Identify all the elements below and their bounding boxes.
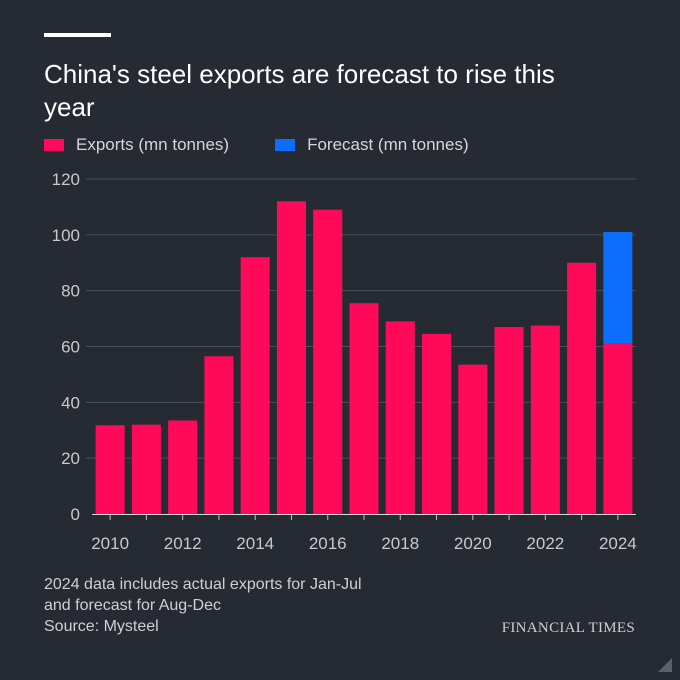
chart-title: China's steel exports are forecast to ri…	[44, 59, 555, 122]
bar-exports-2020	[458, 364, 488, 514]
x-tick-label-2022: 2022	[526, 534, 564, 553]
bar-exports-2012	[168, 420, 198, 514]
footnote: 2024 data includes actual exports for Ja…	[44, 574, 504, 637]
x-tick-label-2024: 2024	[599, 534, 637, 553]
legend-label-exports: Exports (mn tonnes)	[76, 135, 230, 154]
x-tick-label-2020: 2020	[454, 534, 492, 553]
footnote-line-2: and forecast for Aug-Dec	[44, 597, 221, 614]
legend: Exports (mn tonnes) Forecast (mn tonnes)	[44, 135, 515, 155]
bar-exports-2023	[567, 262, 597, 514]
x-tick-label-2016: 2016	[309, 534, 347, 553]
y-tick-label-40: 40	[61, 393, 80, 412]
x-tick-label-2010: 2010	[91, 534, 129, 553]
bar-exports-2013	[204, 356, 234, 514]
x-tick-label-2018: 2018	[381, 534, 419, 553]
y-tick-label-120: 120	[52, 170, 80, 189]
x-tick-label-2014: 2014	[236, 534, 274, 553]
x-tick-label-2012: 2012	[164, 534, 202, 553]
bar-exports-2017	[349, 303, 379, 514]
y-tick-label-100: 100	[52, 226, 80, 245]
brand-logo: FINANCIAL TIMES	[501, 620, 635, 636]
legend-swatch-exports	[44, 139, 64, 151]
legend-item-forecast: Forecast (mn tonnes)	[275, 135, 469, 155]
bar-exports-2016	[313, 209, 343, 515]
source-line: Source: Mysteel	[44, 618, 159, 635]
bar-exports-2014	[240, 257, 270, 514]
y-tick-label-20: 20	[61, 449, 80, 468]
y-tick-label-80: 80	[61, 282, 80, 301]
bar-exports-2018	[385, 321, 415, 514]
bar-forecast-2024	[603, 232, 633, 344]
bar-exports-2015	[276, 201, 306, 515]
bar-exports-2021	[494, 326, 524, 514]
corner-triangle	[658, 658, 672, 672]
y-tick-label-0: 0	[71, 505, 80, 524]
top-rule	[44, 33, 111, 37]
y-tick-label-60: 60	[61, 338, 80, 357]
legend-label-forecast: Forecast (mn tonnes)	[307, 135, 469, 154]
bar-exports-2024	[603, 343, 633, 514]
bar-exports-2011	[131, 424, 161, 514]
legend-item-exports: Exports (mn tonnes)	[44, 135, 229, 155]
bar-exports-2019	[422, 333, 452, 514]
bar-exports-2022	[530, 325, 560, 514]
bar-exports-2010	[95, 425, 125, 514]
legend-swatch-forecast	[275, 139, 296, 151]
footnote-line-1: 2024 data includes actual exports for Ja…	[44, 576, 362, 593]
